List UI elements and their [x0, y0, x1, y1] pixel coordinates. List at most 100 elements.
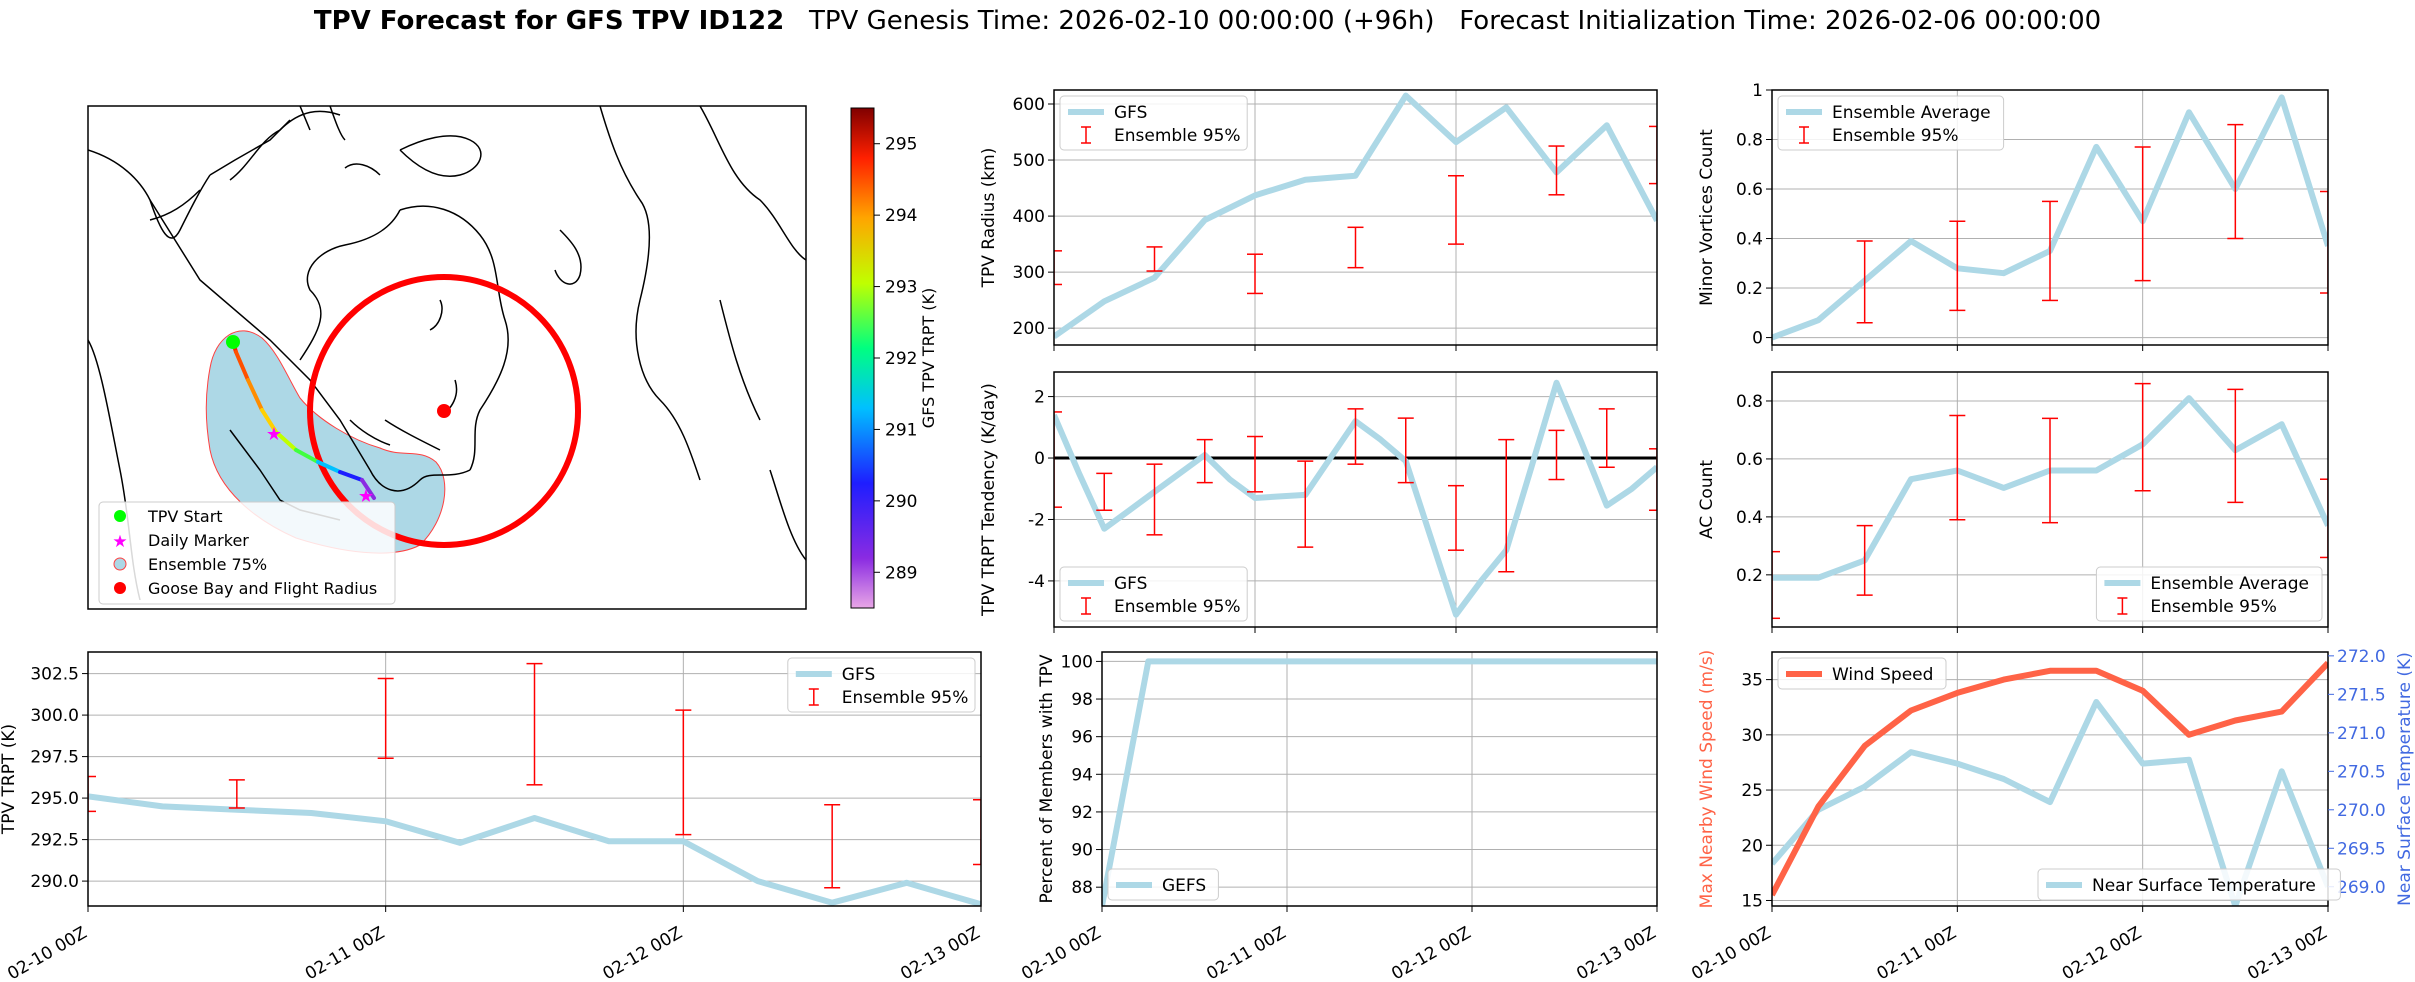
plot-area-ac: [1772, 382, 2328, 620]
y-tick-label: 500: [1013, 151, 1045, 171]
chart-members: 88 90 92 94 96 98 100 02-10 00Z 02-11 00Z 02-12 0…: [1018, 651, 1660, 982]
legend-label: Near Surface Temperature: [2092, 876, 2316, 896]
x-tick-label: 02-13 00Z: [2244, 923, 2330, 982]
axes-frame: [1771, 651, 2329, 907]
chart-legend: Ensemble Average Ensemble 95%: [2095, 566, 2323, 622]
series-wind-line: [1772, 660, 2328, 897]
colorbar-tick-label: 291: [885, 420, 917, 440]
x-tick-label: 02-13 00Z: [897, 923, 983, 982]
y-right-tick-label: 271.5: [2337, 685, 2386, 705]
y-tick-label: 0.4: [1736, 230, 1763, 250]
chart-legend: Wind Speed: [1777, 657, 1947, 690]
legend-label: GEFS: [1162, 876, 1206, 896]
legend-label: Wind Speed: [1832, 665, 1933, 685]
y-right-tick-label: 271.0: [2337, 724, 2386, 744]
y-axis-label: Minor Vortices Count: [1697, 129, 1717, 306]
y-tick-label: 0.6: [1736, 180, 1763, 200]
plot-area-radius: [1054, 92, 1657, 340]
legend-label: Ensemble 95%: [2150, 597, 2277, 617]
legend-label: GFS: [1114, 103, 1147, 123]
y-tick-label: 35: [1741, 671, 1763, 691]
legend-box: [2095, 566, 2323, 622]
y-tick-label: 295.0: [30, 789, 79, 809]
legend-box: [787, 657, 976, 713]
chart-legend: GEFS: [1107, 868, 1219, 901]
y-tick-label: 0.2: [1736, 279, 1763, 299]
y-tick-label: 0: [1034, 449, 1045, 469]
y-tick-label: 90: [1071, 841, 1093, 861]
y-axis-label: TPV Radius (km): [979, 148, 999, 289]
y-tick-label: 94: [1071, 765, 1093, 785]
colorbar-tick-label: 293: [885, 278, 917, 298]
chart-legend: Ensemble Average Ensemble 95%: [1777, 95, 2005, 151]
legend-box: [2037, 868, 2341, 901]
legend-label: Ensemble Average: [2150, 574, 2309, 594]
ensemble-75-region: [205, 330, 446, 554]
x-tick-label: 02-10 00Z: [1688, 923, 1774, 982]
series-line: [1102, 658, 1657, 906]
y-tick-label: 2: [1034, 388, 1045, 408]
y-right-tick-label: 269.5: [2337, 839, 2386, 859]
colorbar: 289 290 291 292 293 294 295 GFS TPV TRPT (K): [850, 107, 938, 609]
legend-label: Ensemble 95%: [1114, 597, 1241, 617]
y-tick-label: 400: [1013, 207, 1045, 227]
colorbar-tick-label: 289: [885, 563, 917, 583]
legend-box: [1059, 566, 1248, 622]
x-tick-label: 02-12 00Z: [2059, 923, 2145, 982]
y-axis-label: AC Count: [1697, 460, 1717, 539]
y-tick-label: 100: [1061, 652, 1093, 672]
y-tick-label: 0.2: [1736, 566, 1763, 586]
axes-frame: [87, 651, 982, 907]
genesis-time: TPV Genesis Time: 2026-02-10 00:00:00 (+…: [808, 6, 1435, 36]
goose-bay-dot-icon: [114, 582, 126, 594]
chart-legend: Near Surface Temperature: [2037, 868, 2341, 901]
chart-tendency: -4 -2 0 2 TPV TRPT Tendency (K/day) GFS Ensemb…: [979, 371, 1658, 633]
legend-box: [1777, 95, 2005, 151]
plot-area-wind_temp: [1772, 660, 2328, 906]
colorbar-ticks: 289 290 291 292 293 294 295: [874, 135, 917, 583]
figure-title-main: TPV Forecast for GFS TPV ID122: [313, 6, 785, 36]
legend-ensemble-75: Ensemble 75%: [148, 555, 267, 574]
y-axis-label: TPV TRPT (K): [0, 724, 19, 835]
y-tick-label: 200: [1013, 319, 1045, 339]
y-tick-label: 0.4: [1736, 508, 1763, 528]
y-tick-label: 0: [1752, 329, 1763, 349]
y-axis-label: TPV TRPT Tendency (K/day): [979, 383, 999, 617]
x-tick-label: 02-13 00Z: [1573, 923, 1659, 982]
colorbar-tick-label: 295: [885, 135, 917, 155]
y-tick-label: 297.5: [30, 748, 79, 768]
x-tick-label: 02-12 00Z: [1388, 923, 1474, 982]
x-tick-label: 02-10 00Z: [4, 923, 90, 982]
y-tick-label: 600: [1013, 95, 1045, 115]
chart-wind_temp: 15 20 25 30 35 02-10 00Z 02-11 00Z 02-12 00Z 02-…: [1688, 647, 2415, 982]
y-tick-label: 1: [1752, 81, 1763, 101]
y-tick-label: 88: [1071, 878, 1093, 898]
axes-frame: [1101, 651, 1658, 907]
x-tick-label: 02-12 00Z: [600, 923, 686, 982]
legend-label: Ensemble Average: [1832, 103, 1991, 123]
map-panel: ★ ★ TPV Start ★ Daily Marker Ensemble 75…: [87, 105, 938, 610]
map-legend: TPV Start ★ Daily Marker Ensemble 75% Go…: [98, 501, 396, 605]
y-tick-label: 30: [1741, 726, 1763, 746]
plot-area-minor: [1772, 94, 2328, 341]
chart-radius: 200 300 400 500 600 TPV Radius (km) GFS Ensembl…: [979, 89, 1658, 351]
tpv-start-dot: [226, 335, 240, 349]
legend-label: Ensemble 95%: [1114, 126, 1241, 146]
y-tick-label: 92: [1071, 803, 1093, 823]
y-tick-label: 0.8: [1736, 392, 1763, 412]
init-time: Forecast Initialization Time: 2026-02-06…: [1459, 6, 2102, 36]
series-line: [88, 793, 981, 906]
chart-legend: GFS Ensemble 95%: [1059, 95, 1248, 151]
series-temperature-line: [1772, 699, 2328, 906]
map-frame: [87, 105, 807, 610]
figure-title: TPV Forecast for GFS TPV ID122 TPV Genes…: [0, 6, 2415, 36]
daily-marker-star-icon: ★: [112, 532, 127, 552]
daily-marker-1: ★: [266, 424, 282, 445]
y-tick-label: 300.0: [30, 706, 79, 726]
y-tick-label: 15: [1741, 891, 1763, 911]
plot-area-trpt: [88, 662, 981, 906]
chart-legend: GFS Ensemble 95%: [787, 657, 976, 713]
legend-goose-bay: Goose Bay and Flight Radius: [148, 579, 377, 598]
